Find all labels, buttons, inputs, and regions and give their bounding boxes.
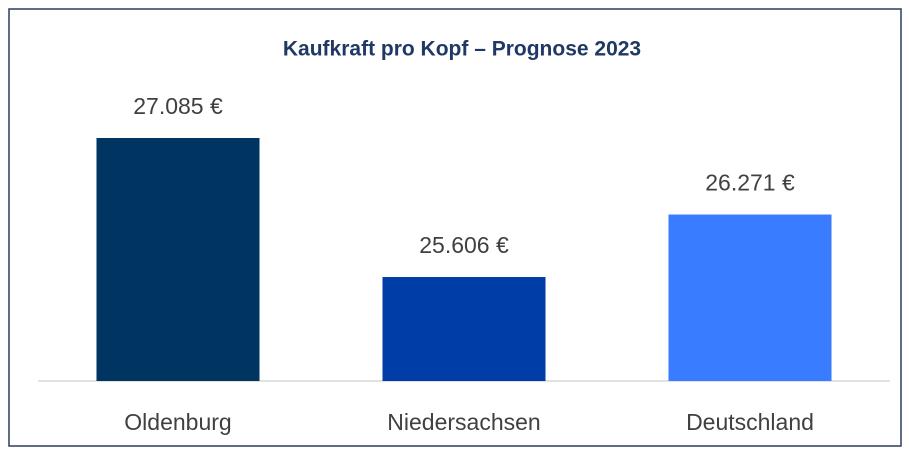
value-label: 27.085 € <box>133 93 223 119</box>
bar <box>382 277 546 381</box>
value-label: 25.606 € <box>419 232 509 258</box>
value-label: 26.271 € <box>705 170 795 196</box>
bar <box>668 214 832 381</box>
x-tick-label: Oldenburg <box>124 409 231 435</box>
x-tick-label: Niedersachsen <box>387 409 540 435</box>
x-tick-label: Deutschland <box>686 409 814 435</box>
chart-title: Kaufkraft pro Kopf – Prognose 2023 <box>283 38 641 61</box>
bar <box>96 138 260 381</box>
